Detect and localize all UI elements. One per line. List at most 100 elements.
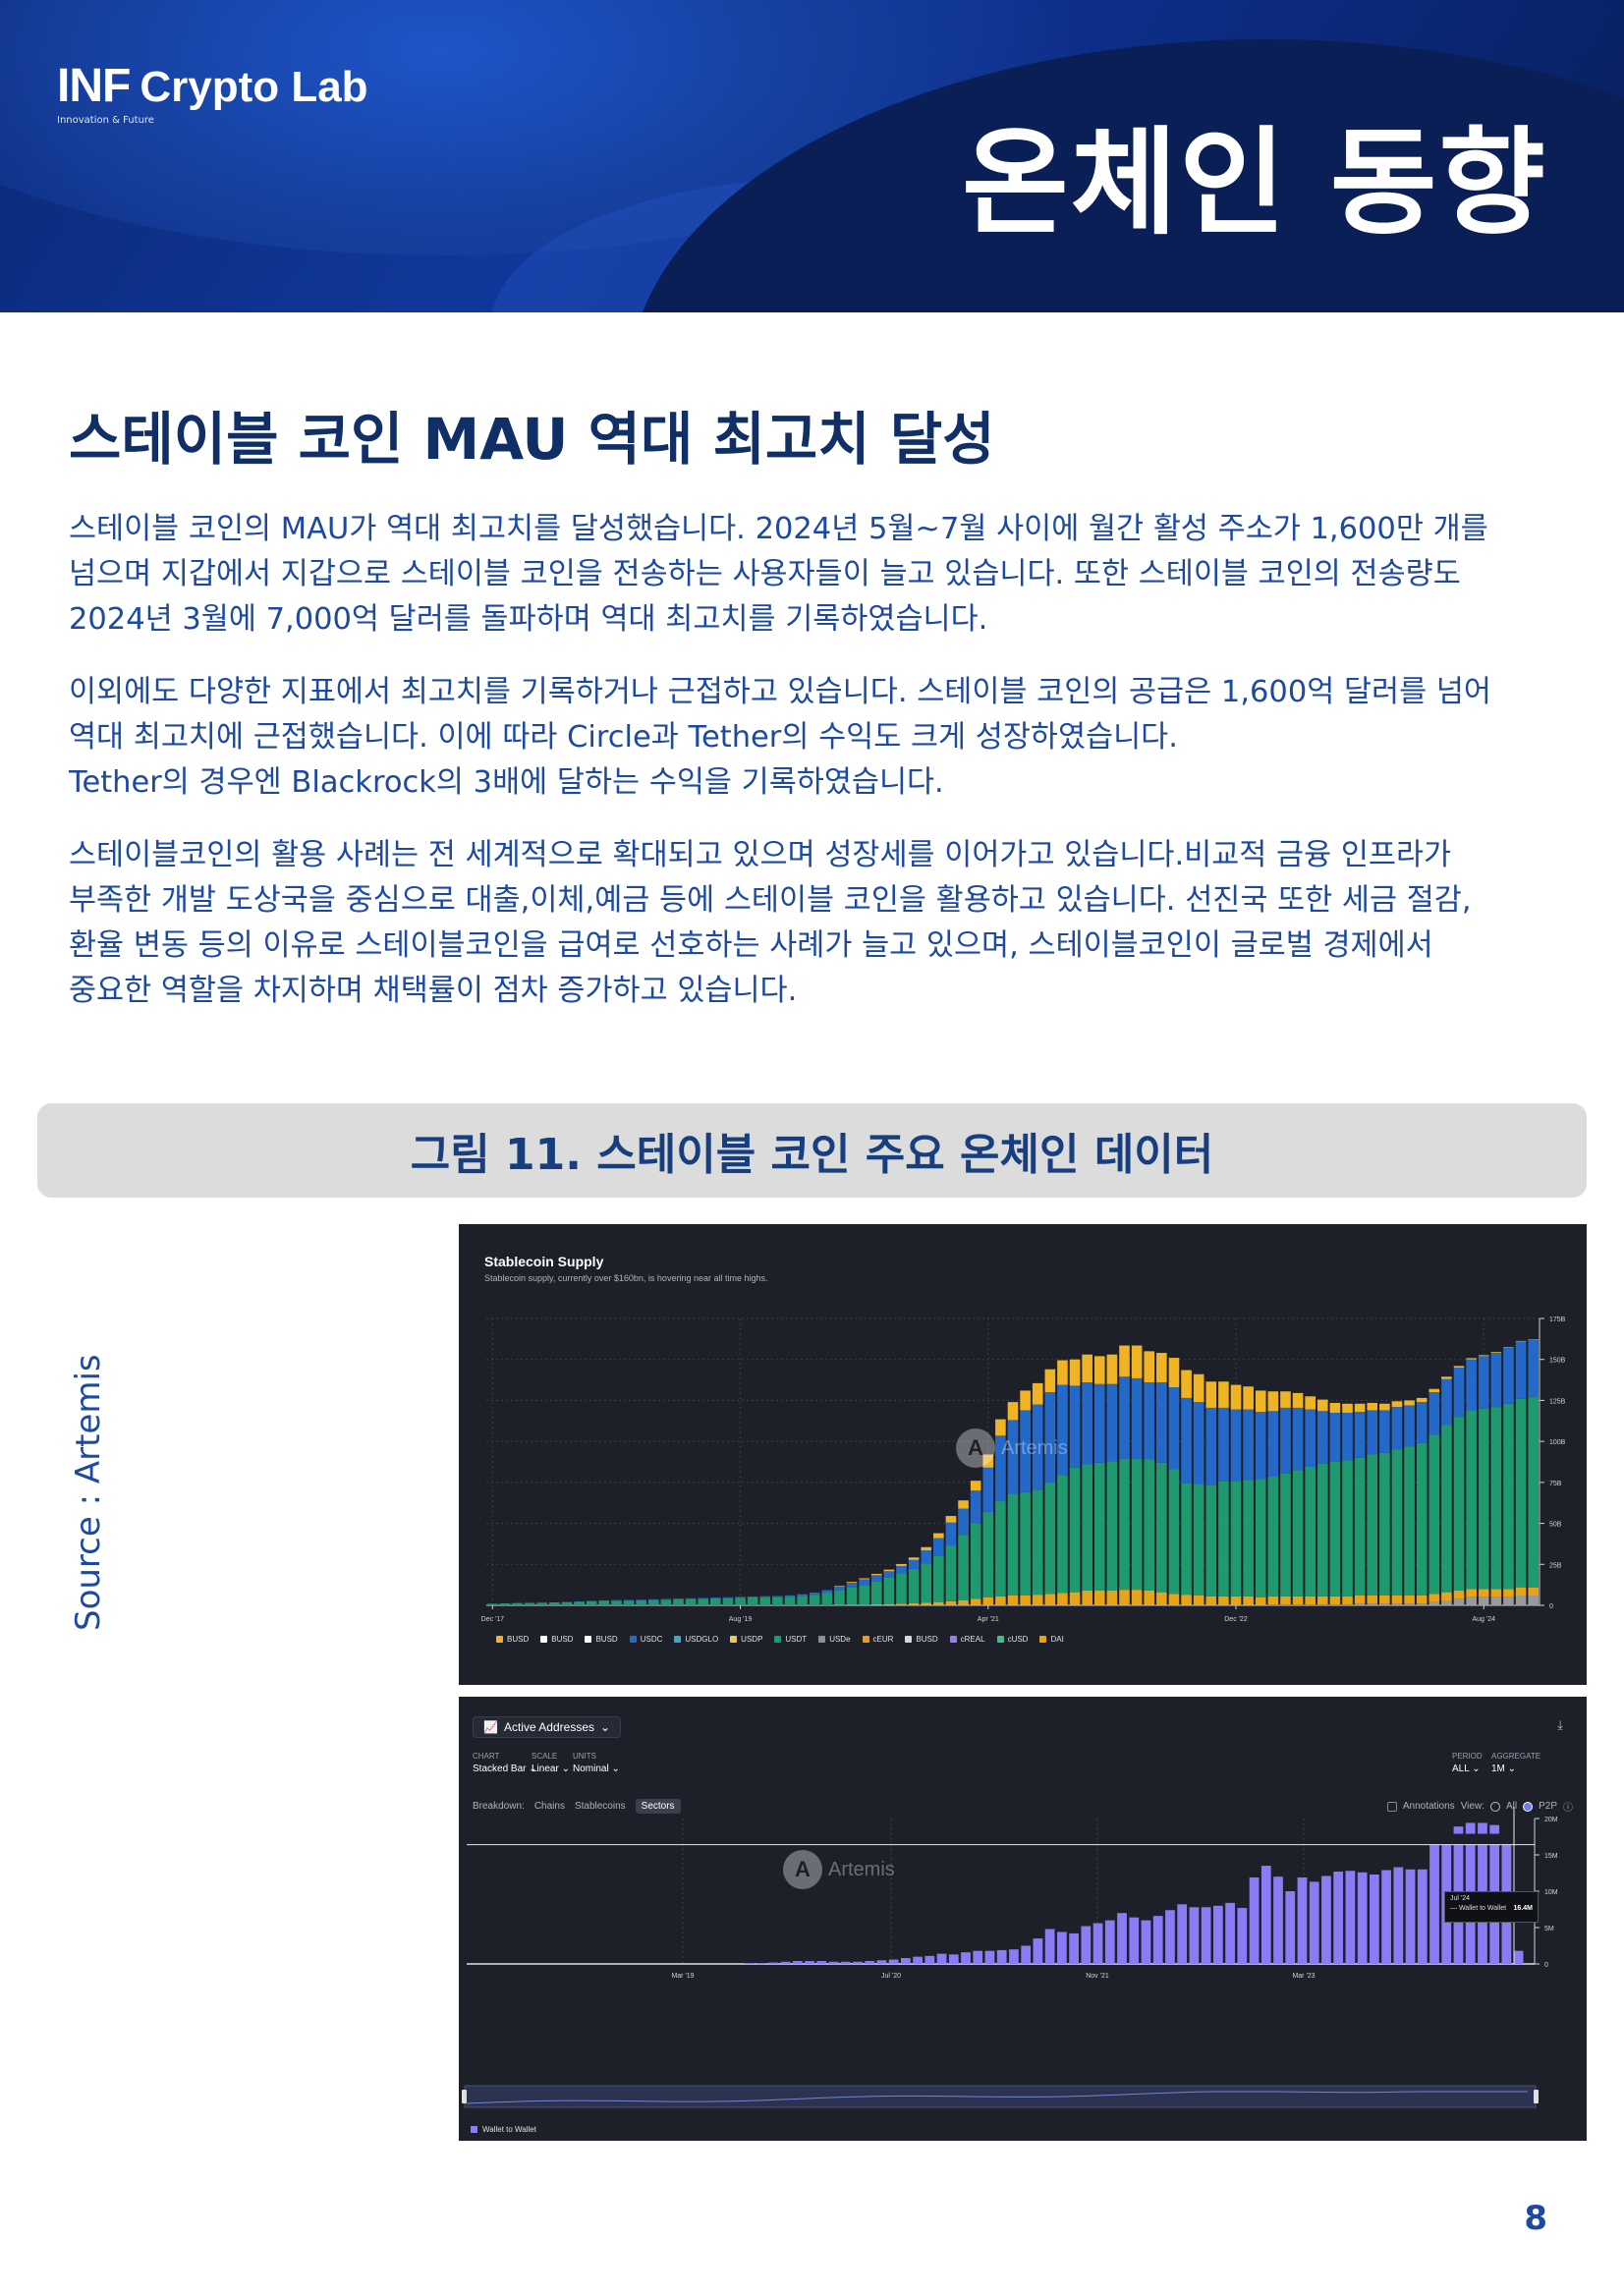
tab-stablecoins[interactable]: Stablecoins: [574, 1801, 626, 1812]
y-tick-label: 5M: [1544, 1926, 1554, 1932]
chart-type-control[interactable]: CHART Stacked Bar ⌄: [473, 1752, 537, 1774]
bar-other: [1280, 1604, 1291, 1605]
bar-wallet-to-wallet: [805, 1961, 814, 1964]
legend-swatch: [629, 1636, 637, 1643]
bar-busd: [1416, 1397, 1428, 1403]
bar-usdt: [487, 1603, 498, 1605]
bar-usdt: [1131, 1458, 1143, 1591]
article-headline: 스테이블 코인 MAU 역대 최고치 달성: [69, 406, 995, 473]
legend-label: USDC: [640, 1635, 663, 1644]
info-icon[interactable]: ⓘ: [1563, 1803, 1573, 1814]
control-value: ALL ⌄: [1452, 1764, 1481, 1774]
bar-usdc: [797, 1594, 808, 1596]
x-tick-label: Aug '24: [1472, 1616, 1495, 1623]
active-addresses-chart: 📈 Active Addresses ⌄ ⤓ CHART Stacked Bar…: [459, 1697, 1587, 2141]
bar-dai: [846, 1604, 858, 1605]
bar-busd: [1044, 1369, 1056, 1393]
legend-label: BUSD: [916, 1635, 938, 1644]
bar-usdt: [846, 1587, 858, 1605]
legend-item[interactable]: BUSD: [540, 1635, 573, 1644]
download-icon[interactable]: ⤓: [1557, 1718, 1563, 1733]
view-label: View:: [1460, 1801, 1484, 1812]
bar-usdt: [896, 1573, 907, 1604]
bar-usdc: [611, 1599, 622, 1601]
x-tick-label: Dec '17: [481, 1616, 505, 1623]
bar-usdc: [1144, 1382, 1155, 1460]
bar-dai: [1168, 1594, 1180, 1605]
view-p2p-radio[interactable]: [1523, 1801, 1534, 1812]
bar-usdc: [1230, 1409, 1242, 1483]
bar-busd: [970, 1481, 981, 1491]
bar-wallet-to-wallet: [1453, 1826, 1464, 1834]
metric-dropdown[interactable]: 📈 Active Addresses ⌄: [473, 1716, 622, 1738]
bar-usdt: [1391, 1449, 1403, 1596]
bar-usdt: [1230, 1482, 1242, 1596]
bar-usdt: [1416, 1442, 1428, 1596]
bar-wallet-to-wallet: [901, 1958, 911, 1964]
section-title: 온체인 동향: [962, 115, 1547, 251]
bar-usdt: [982, 1511, 994, 1597]
annotations-label: Annotations: [1402, 1801, 1455, 1812]
legend-item[interactable]: USDT: [774, 1635, 807, 1644]
bar-usdt: [1316, 1463, 1328, 1596]
view-all-radio[interactable]: [1489, 1801, 1500, 1812]
legend-item[interactable]: USDe: [818, 1635, 851, 1644]
bar-dai: [1057, 1593, 1068, 1605]
tab-sectors[interactable]: Sectors: [635, 1799, 681, 1814]
legend-item[interactable]: BUSD: [585, 1635, 618, 1644]
annotations-checkbox[interactable]: [1386, 1801, 1397, 1812]
bar-dai: [1292, 1596, 1304, 1605]
bar-usdt: [598, 1600, 610, 1605]
bar-usdt: [908, 1568, 920, 1603]
bar-dai: [883, 1603, 895, 1605]
bar-usdc: [883, 1571, 895, 1578]
legend-swatch: [496, 1636, 503, 1643]
bar-dai: [1391, 1595, 1403, 1604]
bar-busd: [1342, 1403, 1353, 1413]
bar-usdt: [1218, 1482, 1229, 1596]
legend-item[interactable]: DAI: [1039, 1635, 1064, 1644]
bar-dai: [1342, 1596, 1353, 1605]
scale-control[interactable]: SCALE Linear ⌄: [532, 1752, 570, 1774]
bar-usdt: [1093, 1462, 1105, 1591]
bar-usdc: [1528, 1339, 1539, 1398]
bar-dai: [1093, 1590, 1105, 1605]
bar-wallet-to-wallet: [996, 1949, 1007, 1964]
period-control[interactable]: PERIOD ALL ⌄: [1452, 1752, 1483, 1774]
legend-item[interactable]: cREAL: [949, 1635, 985, 1644]
bar-usdc: [623, 1599, 635, 1601]
legend-swatch: [818, 1636, 826, 1643]
bar-usdc: [1379, 1410, 1390, 1453]
y-tick-label: 20M: [1544, 1817, 1558, 1823]
legend-item[interactable]: cEUR: [862, 1635, 894, 1644]
bar-usdt: [1292, 1470, 1304, 1596]
legend-item[interactable]: cUSD: [996, 1635, 1028, 1644]
legend-item[interactable]: USDP: [730, 1635, 762, 1644]
tab-chains[interactable]: Chains: [533, 1801, 565, 1812]
y-tick-label: 75B: [1549, 1481, 1562, 1487]
legend-label: cEUR: [872, 1635, 894, 1644]
bar-dai: [1528, 1587, 1539, 1596]
bar-usdt: [1515, 1398, 1527, 1588]
bar-dai: [1453, 1590, 1465, 1599]
aggregate-control[interactable]: AGGREGATE 1M ⌄: [1491, 1752, 1540, 1774]
legend-item[interactable]: USDC: [629, 1635, 663, 1644]
view-all-label: All: [1505, 1801, 1518, 1812]
bar-busd: [1428, 1388, 1440, 1393]
bar-usdc: [1441, 1378, 1452, 1426]
legend-item[interactable]: USDGLO: [674, 1635, 718, 1644]
legend-item[interactable]: BUSD: [905, 1635, 938, 1644]
bar-usdt: [660, 1599, 672, 1605]
bar-usdc: [685, 1597, 697, 1599]
artemis-watermark: A Artemis: [956, 1428, 1068, 1468]
legend-item[interactable]: BUSD: [496, 1635, 529, 1644]
units-control[interactable]: UNITS Nominal ⌄: [573, 1752, 620, 1774]
bar-wallet-to-wallet: [1069, 1932, 1079, 1964]
control-label: PERIOD: [1452, 1752, 1483, 1761]
bar-dai: [908, 1602, 920, 1605]
bar-usdc: [747, 1596, 758, 1597]
y-tick-label: 0: [1544, 1962, 1548, 1969]
bar-usdt: [1255, 1479, 1266, 1597]
bar-busd: [1193, 1373, 1204, 1403]
bar-dai: [982, 1596, 994, 1605]
